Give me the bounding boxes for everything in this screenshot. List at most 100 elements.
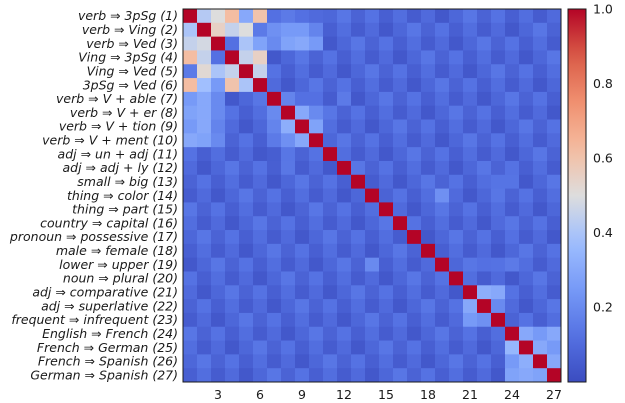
heatmap-cell: [547, 22, 562, 38]
heatmap-cell: [211, 216, 226, 231]
heatmap-cell: [309, 299, 324, 314]
heatmap-cell: [519, 299, 534, 314]
heatmap-cell: [491, 188, 506, 203]
heatmap-cell: [491, 91, 506, 107]
heatmap-cell: [225, 271, 240, 286]
heatmap-cell: [505, 299, 520, 314]
heatmap-cell: [421, 9, 436, 24]
heatmap-cell: [519, 78, 534, 93]
heatmap-cell: [533, 91, 548, 107]
heatmap-cell: [533, 368, 548, 383]
heatmap-cell: [491, 36, 506, 51]
heatmap-cell: [533, 119, 548, 134]
colorbar-tick-label: 1.0: [593, 1, 613, 16]
heatmap-cell: [281, 299, 296, 314]
heatmap-cell: [281, 230, 296, 245]
heatmap-cell: [491, 133, 506, 148]
heatmap-cell: [533, 64, 548, 79]
heatmap-cell: [449, 133, 464, 148]
heatmap-cell: [211, 312, 226, 328]
heatmap-cell: [407, 202, 422, 217]
heatmap-cell: [309, 78, 324, 93]
x-tick-label: 18: [420, 387, 436, 402]
heatmap-cell: [295, 105, 310, 120]
heatmap-cell: [365, 147, 380, 162]
heatmap-cell: [547, 64, 562, 79]
heatmap-cell: [197, 326, 212, 341]
heatmap-cell: [519, 230, 534, 245]
heatmap-cell: [533, 147, 548, 162]
heatmap-cell: [239, 105, 254, 120]
heatmap-cell: [407, 50, 422, 65]
heatmap-cell: [519, 326, 534, 341]
heatmap-cell: [323, 119, 338, 134]
heatmap-cell: [225, 354, 240, 369]
heatmap-cell: [407, 147, 422, 162]
heatmap-cell: [533, 243, 548, 259]
heatmap-cell: [309, 216, 324, 231]
heatmap-cell: [197, 340, 212, 355]
heatmap-cell: [267, 22, 282, 38]
heatmap-cell: [309, 133, 324, 148]
heatmap-cell: [463, 285, 478, 300]
heatmap-cell: [365, 160, 380, 176]
heatmap-cell: [351, 216, 366, 231]
heatmap-cell: [435, 9, 450, 24]
heatmap-cell: [211, 340, 226, 355]
heatmap-cell: [519, 285, 534, 300]
heatmap-cell: [519, 36, 534, 51]
heatmap-cell: [491, 257, 506, 272]
heatmap-cell: [197, 202, 212, 217]
heatmap-cell: [449, 230, 464, 245]
heatmap-cell: [477, 368, 492, 383]
heatmap-cell: [183, 105, 198, 120]
heatmap-cell: [547, 368, 562, 383]
heatmap-cell: [407, 230, 422, 245]
heatmap-cell: [295, 271, 310, 286]
heatmap-cell: [519, 91, 534, 107]
heatmap-cell: [477, 147, 492, 162]
colorbar: [567, 8, 587, 383]
heatmap-cell: [379, 78, 394, 93]
heatmap-cell: [309, 22, 324, 38]
heatmap-cell: [281, 368, 296, 383]
heatmap-cell: [323, 22, 338, 38]
heatmap-cell: [463, 119, 478, 134]
heatmap-cell: [253, 133, 268, 148]
heatmap-cell: [449, 78, 464, 93]
heatmap-cell: [407, 271, 422, 286]
heatmap-cell: [323, 133, 338, 148]
heatmap-cell: [197, 216, 212, 231]
heatmap-cell: [281, 285, 296, 300]
heatmap-cell: [225, 216, 240, 231]
heatmap-cell: [449, 202, 464, 217]
heatmap-cell: [225, 91, 240, 107]
heatmap-cell: [491, 285, 506, 300]
heatmap-cell: [267, 340, 282, 355]
heatmap-cell: [533, 22, 548, 38]
row-label: German ⇒ Spanish (27): [30, 367, 178, 382]
heatmap-cell: [491, 216, 506, 231]
heatmap-cell: [379, 119, 394, 134]
heatmap-cell: [477, 188, 492, 203]
heatmap-cell: [253, 22, 268, 38]
heatmap-cell: [323, 271, 338, 286]
row-label: lower ⇒ upper (19): [59, 257, 178, 272]
heatmap-cell: [211, 188, 226, 203]
heatmap-cell: [407, 312, 422, 328]
heatmap-cell: [225, 22, 240, 38]
heatmap-cell: [393, 354, 408, 369]
heatmap-cell: [435, 243, 450, 259]
heatmap-cell: [295, 50, 310, 65]
heatmap-cell: [435, 105, 450, 120]
heatmap-cell: [239, 257, 254, 272]
heatmap-cell: [393, 105, 408, 120]
heatmap-cell: [225, 105, 240, 120]
heatmap-cell: [253, 160, 268, 176]
heatmap-cell: [491, 147, 506, 162]
heatmap-cell: [183, 202, 198, 217]
heatmap-cell: [253, 105, 268, 120]
heatmap-cell: [253, 326, 268, 341]
heatmap-cell: [211, 36, 226, 51]
heatmap-cell: [337, 354, 352, 369]
